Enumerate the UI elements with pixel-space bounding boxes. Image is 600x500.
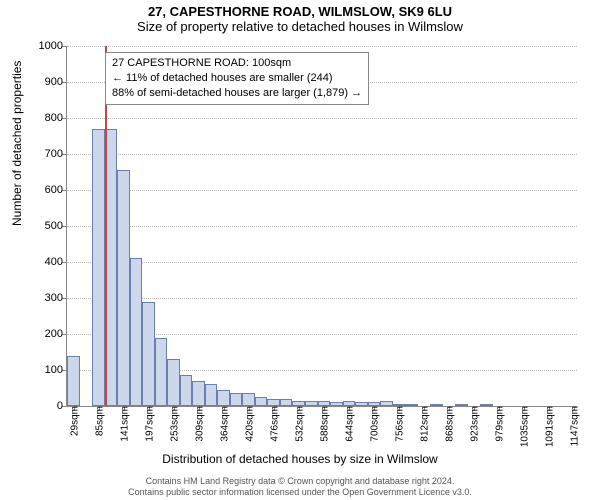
chart-container: 27, CAPESTHORNE ROAD, WILMSLOW, SK9 6LU … xyxy=(0,0,600,500)
xtick-label: 979sqm xyxy=(492,406,505,442)
x-axis-title: Distribution of detached houses by size … xyxy=(0,452,600,466)
histogram-bar xyxy=(455,404,468,406)
ytick-label: 500 xyxy=(33,220,67,232)
histogram-bar xyxy=(142,302,155,406)
xtick-label: 141sqm xyxy=(117,406,130,442)
ytick-label: 100 xyxy=(33,364,67,376)
callout-line3: 88% of semi-detached houses are larger (… xyxy=(112,86,362,101)
xtick-label: 476sqm xyxy=(267,406,280,442)
histogram-bar xyxy=(430,404,443,406)
xtick-label: 1147sqm xyxy=(567,406,580,446)
ytick-label: 900 xyxy=(33,76,67,88)
histogram-bar xyxy=(480,404,493,406)
ytick-label: 600 xyxy=(33,184,67,196)
xtick-label: 420sqm xyxy=(242,406,255,442)
gridline xyxy=(67,298,577,299)
histogram-bar xyxy=(155,338,168,406)
ytick-label: 700 xyxy=(33,148,67,160)
xtick-label: 197sqm xyxy=(142,406,155,442)
ytick-label: 200 xyxy=(33,328,67,340)
footer-line1: Contains HM Land Registry data © Crown c… xyxy=(0,476,600,487)
gridline xyxy=(67,118,577,119)
xtick-label: 364sqm xyxy=(217,406,230,442)
histogram-bar xyxy=(180,375,193,406)
xtick-label: 923sqm xyxy=(467,406,480,442)
callout-line1: 27 CAPESTHORNE ROAD: 100sqm xyxy=(112,56,362,71)
histogram-bar xyxy=(242,393,255,406)
ytick-label: 0 xyxy=(33,400,67,412)
xtick-label: 85sqm xyxy=(92,406,105,436)
gridline xyxy=(67,226,577,227)
footer: Contains HM Land Registry data © Crown c… xyxy=(0,476,600,498)
histogram-bar xyxy=(192,381,205,406)
chart-subtitle: Size of property relative to detached ho… xyxy=(0,19,600,36)
xtick-label: 588sqm xyxy=(317,406,330,442)
y-axis-title-text: Number of detached properties xyxy=(10,61,24,226)
gridline xyxy=(67,46,577,47)
ytick-label: 400 xyxy=(33,256,67,268)
chart-title: 27, CAPESTHORNE ROAD, WILMSLOW, SK9 6LU xyxy=(0,0,600,19)
xtick-label: 756sqm xyxy=(392,406,405,442)
histogram-bar xyxy=(330,402,343,406)
histogram-bar xyxy=(355,402,368,406)
xtick-label: 253sqm xyxy=(167,406,180,442)
histogram-bar xyxy=(267,399,280,406)
histogram-bar xyxy=(92,129,105,406)
xtick-label: 1091sqm xyxy=(542,406,555,447)
gridline xyxy=(67,154,577,155)
xtick-label: 644sqm xyxy=(342,406,355,442)
xtick-label: 29sqm xyxy=(67,406,80,436)
ytick-label: 800 xyxy=(33,112,67,124)
xtick-label: 700sqm xyxy=(367,406,380,442)
ytick-label: 1000 xyxy=(33,40,67,52)
plot-area: 01002003004005006007008009001000 27 CAPE… xyxy=(66,46,577,407)
callout-box: 27 CAPESTHORNE ROAD: 100sqm ← 11% of det… xyxy=(105,52,369,105)
xtick-label: 1035sqm xyxy=(517,406,530,447)
histogram-bar xyxy=(305,401,318,406)
histogram-bar xyxy=(205,384,218,406)
ytick-label: 300 xyxy=(33,292,67,304)
histogram-bar xyxy=(280,399,293,406)
callout-line2: ← 11% of detached houses are smaller (24… xyxy=(112,71,362,86)
footer-line2: Contains public sector information licen… xyxy=(0,487,600,498)
xtick-label: 812sqm xyxy=(418,406,431,442)
histogram-bar xyxy=(130,258,143,406)
xtick-label: 309sqm xyxy=(192,406,205,442)
histogram-bar xyxy=(380,401,393,406)
xtick-label: 868sqm xyxy=(443,406,456,442)
histogram-bar xyxy=(405,404,418,406)
histogram-bar xyxy=(217,390,230,406)
histogram-bar xyxy=(255,397,268,406)
xtick-label: 532sqm xyxy=(292,406,305,442)
gridline xyxy=(67,190,577,191)
gridline xyxy=(67,262,577,263)
histogram-bar xyxy=(230,393,243,406)
histogram-bar xyxy=(117,170,130,406)
y-axis-title: Number of detached properties xyxy=(10,61,24,226)
histogram-bar xyxy=(167,359,180,406)
histogram-bar xyxy=(67,356,80,406)
